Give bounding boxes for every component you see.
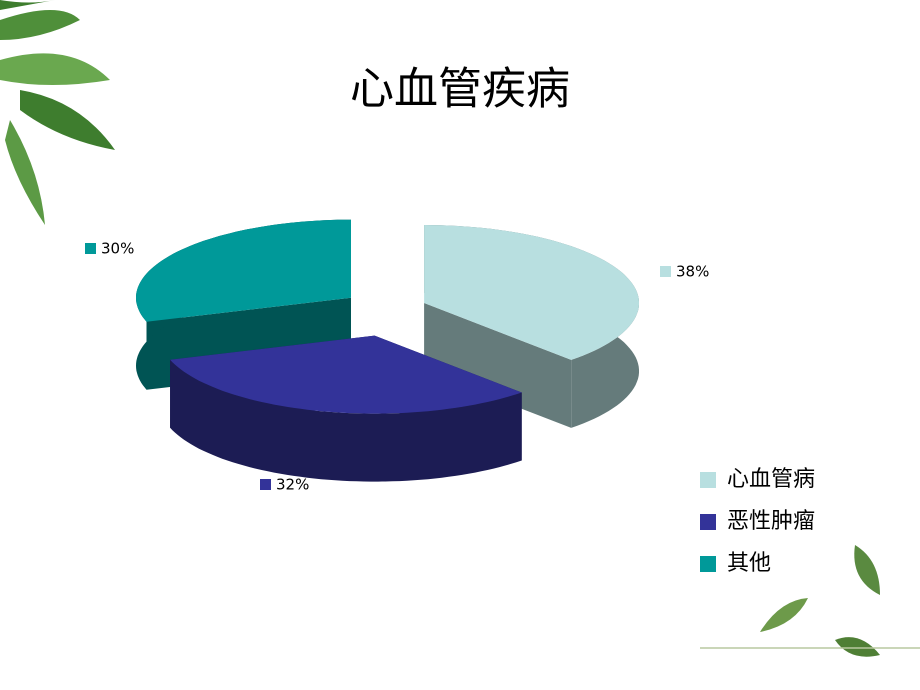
slice-top <box>424 225 639 360</box>
label-marker <box>85 243 96 254</box>
data-label: 38% <box>676 263 709 281</box>
slice-top <box>136 219 351 322</box>
slice-side <box>170 359 522 482</box>
legend-label: 心血管病 <box>727 467 815 492</box>
legend-swatch <box>700 556 716 572</box>
leaf-decoration <box>0 0 920 657</box>
slice-top <box>170 335 522 414</box>
data-label: 32% <box>276 476 309 494</box>
label-marker <box>660 266 671 277</box>
chart-title: 心血管疾病 <box>350 64 570 115</box>
legend-label: 其他 <box>727 551 771 576</box>
legend-swatch <box>700 514 716 530</box>
slice-cut-face <box>424 303 572 428</box>
legend-label: 恶性肿瘤 <box>727 509 815 534</box>
data-label: 30% <box>101 240 134 258</box>
legend-swatch <box>700 472 716 488</box>
label-marker <box>260 479 271 490</box>
